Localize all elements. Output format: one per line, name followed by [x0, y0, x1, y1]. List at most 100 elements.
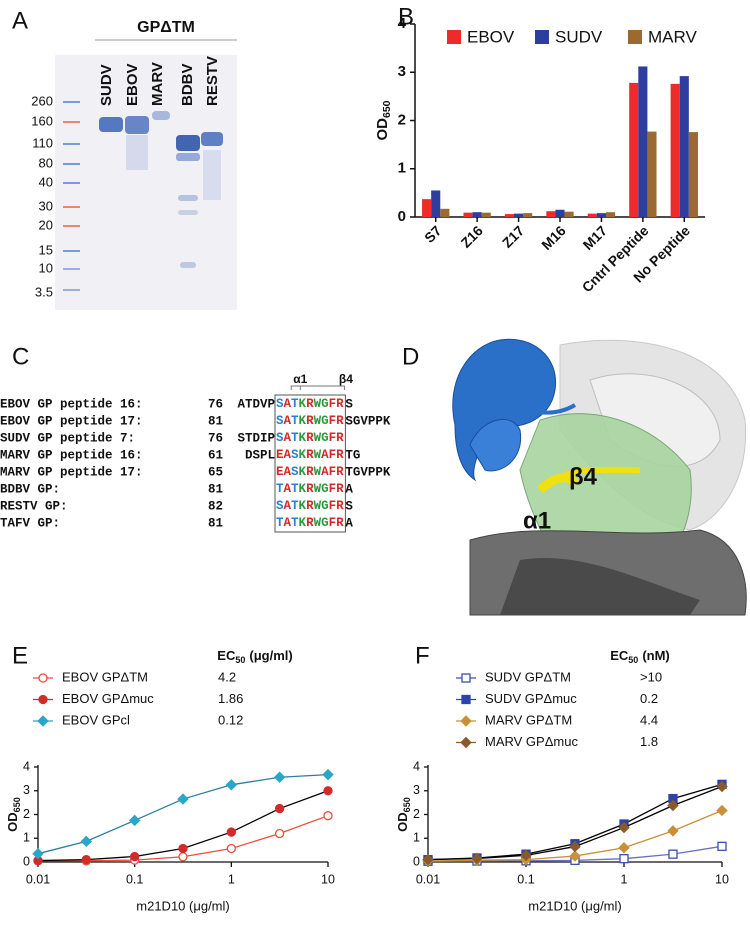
residue: R — [336, 499, 344, 513]
marker — [618, 821, 630, 834]
x-axis-label: m21D10 (μg/ml) — [136, 898, 229, 913]
marker — [322, 768, 334, 781]
residue-start: 61 — [208, 448, 223, 462]
residue: R — [306, 414, 314, 428]
residue: G — [321, 499, 329, 513]
residue: R — [306, 499, 314, 513]
panel-label: E — [12, 642, 28, 669]
lane-label: BDBV — [179, 63, 196, 106]
bar — [629, 82, 639, 218]
legend-marker — [38, 673, 48, 683]
marker — [667, 825, 679, 837]
legend-ec50: 1.86 — [218, 691, 243, 706]
y-label-sub: 650 — [381, 100, 393, 118]
residue: W — [314, 499, 322, 513]
sequence-before: ATDVP — [237, 397, 275, 411]
marker — [128, 814, 141, 827]
legend-label: EBOV — [467, 27, 515, 46]
residue: F — [329, 482, 337, 496]
residue: S — [291, 465, 299, 479]
sequence-before: DSPL — [245, 448, 275, 462]
y-axis-label: OD650 — [5, 797, 22, 832]
residue: R — [306, 482, 314, 496]
legend-label: EBOV GPΔTM — [62, 669, 148, 684]
residue: R — [336, 516, 344, 530]
legend-title-unit: (nM) — [642, 648, 669, 663]
structure-label: β4 — [569, 463, 598, 490]
panel-label: F — [415, 642, 430, 669]
bar — [564, 211, 574, 217]
marker — [225, 779, 238, 791]
legend-title-sub: 50 — [628, 655, 638, 665]
x-tick-label: 0.01 — [416, 872, 440, 886]
sequence-after: S — [345, 499, 353, 513]
marker-label: 15 — [39, 242, 53, 257]
x-tick-label: 1 — [228, 872, 235, 886]
residue: W — [314, 448, 322, 462]
residue: R — [336, 397, 344, 411]
bar — [481, 212, 491, 217]
y-tick-label: 2 — [398, 111, 406, 128]
residue: T — [291, 414, 299, 428]
residue: F — [329, 397, 337, 411]
legend-swatch — [447, 30, 461, 44]
marker-label: 20 — [39, 217, 53, 232]
marker — [274, 803, 285, 814]
residue-start: 81 — [208, 414, 223, 428]
sequence-name: EBOV GP peptide 17: — [0, 414, 143, 428]
legend-label: MARV GPΔmuc — [485, 734, 578, 749]
structure-image — [452, 338, 747, 616]
gel-header: GPΔTM — [137, 19, 195, 36]
residue-start: 82 — [208, 499, 223, 513]
sequence-motif: SATKRWGFR — [276, 431, 344, 445]
sequence-motif: TATKRWGFR — [276, 516, 344, 530]
legend-marker — [460, 736, 472, 749]
sequence-motif: SATKRWGFR — [276, 499, 344, 513]
y-tick-label: 3 — [23, 783, 30, 797]
bar — [431, 190, 441, 217]
marker-label: 3.5 — [35, 284, 53, 299]
legend-ec50: 0.2 — [640, 691, 658, 706]
legend-swatch — [535, 30, 549, 44]
residue: K — [299, 516, 307, 530]
marker — [569, 840, 581, 853]
residue: T — [276, 482, 284, 496]
marker — [717, 841, 727, 851]
x-tick-label: 10 — [321, 872, 335, 886]
legend-marker — [460, 715, 472, 727]
legend-title-sub: 50 — [235, 655, 245, 665]
marker — [520, 849, 532, 862]
y-tick-label: 1 — [398, 160, 406, 177]
lane-label: MARV — [149, 62, 166, 106]
sequence-after: TGVPPK — [345, 465, 391, 479]
legend-marker — [37, 715, 49, 727]
legend-ec50: 4.2 — [218, 669, 236, 684]
sequence-motif: EASKRWAFR — [276, 448, 344, 462]
residue: A — [321, 465, 329, 479]
y-tick-label: 4 — [23, 759, 30, 773]
residue: R — [306, 431, 314, 445]
residue: W — [314, 465, 322, 479]
residue: T — [291, 431, 299, 445]
bar — [679, 76, 689, 217]
panel-label: D — [402, 343, 419, 370]
sequence-name: RESTV GP: — [0, 499, 68, 513]
legend-title-main: EC — [217, 648, 236, 663]
residue: R — [306, 516, 314, 530]
sequence-before: STDIP — [237, 431, 275, 445]
sequence-motif: TATKRWGFR — [276, 482, 344, 496]
y-label-main: OD — [395, 812, 410, 832]
sequence-name: MARV GP peptide 17: — [0, 465, 143, 479]
y-tick-label: 1 — [23, 831, 30, 845]
y-tick-label: 3 — [398, 63, 406, 80]
residue: W — [314, 516, 322, 530]
residue-start: 81 — [208, 516, 223, 530]
residue: A — [284, 414, 292, 428]
marker — [668, 849, 678, 859]
motif-label: α1 — [293, 372, 307, 386]
residue: T — [291, 516, 299, 530]
marker — [323, 786, 333, 796]
panel-label: C — [12, 343, 29, 370]
marker — [274, 828, 285, 839]
